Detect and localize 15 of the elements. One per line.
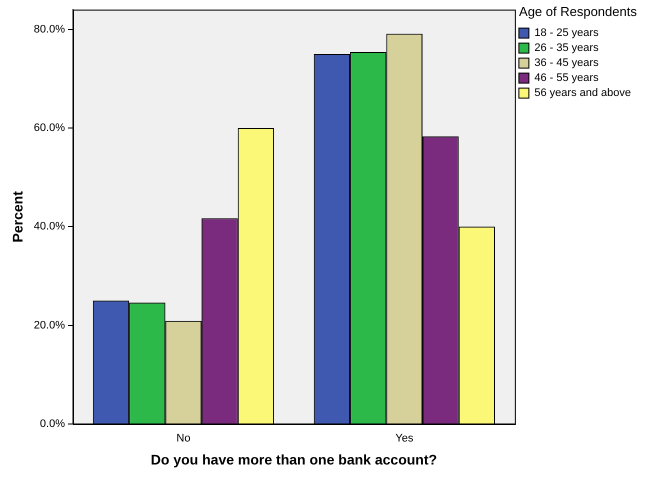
y-tick-label: 0.0% xyxy=(40,418,66,430)
x-tick-label: No xyxy=(176,432,190,445)
legend-label: 26 - 35 years xyxy=(534,42,600,54)
y-tick-label: 20.0% xyxy=(34,319,66,332)
legend-label: 18 - 25 years xyxy=(534,27,600,40)
x-axis-title: Do you have more than one bank account? xyxy=(150,451,438,468)
legend-label: 56 years and above xyxy=(534,87,632,100)
legend-label: 36 - 45 years xyxy=(534,57,600,70)
y-tick-label: 60.0% xyxy=(34,122,66,134)
y-tick-label: 80.0% xyxy=(34,23,66,36)
y-axis-title: Percent xyxy=(9,190,26,242)
legend-title: Age of Respondents xyxy=(519,4,638,20)
y-tick-label: 40.0% xyxy=(34,220,66,233)
x-tick-label: Yes xyxy=(395,432,414,445)
legend-label: 46 - 55 years xyxy=(534,72,600,84)
